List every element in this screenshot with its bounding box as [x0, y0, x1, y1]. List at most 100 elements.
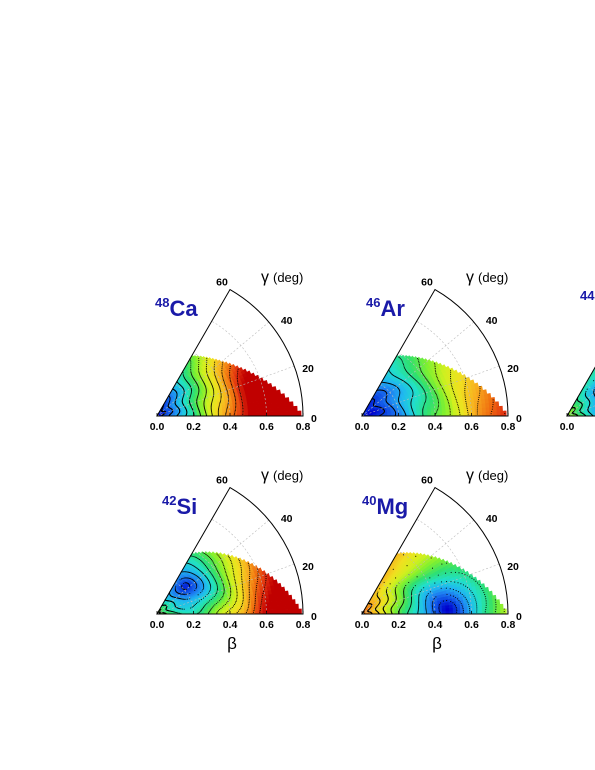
- contour-point: [427, 380, 429, 382]
- contour-point: [235, 404, 237, 406]
- contour-point: [422, 374, 424, 376]
- contour-point: [196, 397, 198, 399]
- contour-point: [229, 558, 231, 560]
- contour-point: [180, 578, 183, 580]
- contour-point: [242, 588, 244, 590]
- contour-point: [198, 359, 200, 362]
- contour-point: [256, 580, 258, 582]
- contour-point: [200, 560, 202, 562]
- surface-cell: [481, 605, 487, 611]
- nucleus-symbol: Ca: [169, 296, 198, 321]
- contour-point: [195, 557, 197, 559]
- contour-point: [220, 598, 222, 600]
- surface-cell: [255, 610, 260, 615]
- contour-point: [226, 576, 228, 578]
- surface-cell: [225, 361, 229, 365]
- contour-point: [218, 385, 220, 387]
- contour-point: [219, 389, 221, 391]
- contour-point: [203, 401, 205, 403]
- contour-point: [209, 609, 211, 611]
- contour-point: [248, 581, 250, 583]
- contour-point: [198, 390, 200, 392]
- gamma-tick-label: 40: [281, 513, 293, 525]
- contour-point: [247, 607, 249, 609]
- contour-point: [189, 395, 192, 397]
- contour-point: [492, 401, 494, 403]
- contour-point: [188, 563, 191, 565]
- contour-point: [207, 555, 209, 557]
- contour-point: [225, 612, 227, 614]
- contour-point: [212, 389, 214, 391]
- contour-point: [218, 406, 220, 408]
- contour-point: [235, 402, 237, 405]
- contour-point: [434, 367, 436, 370]
- contour-point: [225, 572, 227, 574]
- contour-point: [194, 603, 196, 605]
- contour-point: [437, 407, 439, 409]
- contour-point: [455, 398, 457, 400]
- surface-cell: [463, 610, 469, 615]
- contour-point: [419, 368, 421, 370]
- contour-point: [216, 589, 218, 591]
- contour-point: [218, 407, 220, 409]
- contour-point: [183, 608, 185, 610]
- contour-point: [432, 388, 434, 390]
- contour-point: [443, 390, 445, 392]
- surface-cell: [254, 606, 260, 611]
- contour-point: [211, 574, 213, 576]
- contour-point: [464, 391, 466, 393]
- contour-point: [254, 604, 256, 606]
- contour-point: [194, 589, 196, 591]
- contour-point: [205, 565, 207, 568]
- contour-point: [417, 359, 419, 361]
- contour-point: [423, 390, 425, 392]
- contour-point: [431, 386, 434, 389]
- contour-point: [425, 378, 427, 380]
- contour-point: [241, 575, 243, 577]
- contour-point: [209, 583, 211, 586]
- contour-point: [424, 402, 426, 404]
- contour-point: [213, 605, 215, 607]
- contour-point: [208, 579, 210, 582]
- contour-point: [429, 383, 431, 385]
- contour-point: [459, 412, 461, 414]
- contour-point: [227, 404, 229, 406]
- contour-point: [208, 591, 210, 593]
- contour-point: [229, 379, 231, 381]
- contour-point: [447, 400, 449, 402]
- contour-point: [191, 564, 193, 566]
- surface-cell: [500, 410, 505, 417]
- contour-point: [424, 400, 426, 402]
- contour-point: [174, 587, 176, 589]
- contour-point: [203, 552, 205, 554]
- contour-point: [449, 413, 451, 416]
- contour-point: [241, 577, 243, 579]
- nucleus-mass: 48: [155, 295, 169, 310]
- contour-point: [231, 386, 233, 388]
- contour-point: [212, 575, 214, 577]
- contour-point: [184, 598, 186, 600]
- contour-point: [256, 582, 258, 584]
- contour-point: [464, 393, 466, 395]
- contour-point: [453, 392, 455, 394]
- contour-point: [223, 605, 225, 607]
- contour-point: [236, 376, 238, 378]
- contour-point: [202, 562, 204, 564]
- surface-cell: [273, 605, 278, 611]
- contour-point: [217, 410, 219, 412]
- gamma-symbol: γ: [261, 269, 269, 286]
- contour-point: [214, 566, 216, 568]
- beta-tick-label: 0.6: [259, 421, 274, 433]
- contour-point: [466, 408, 468, 410]
- surface-cell: [265, 605, 271, 611]
- contour-point: [434, 390, 436, 392]
- contour-point: [238, 560, 240, 562]
- contour-point: [421, 371, 423, 374]
- contour-point: [262, 592, 264, 594]
- contour-point: [233, 414, 235, 416]
- contour-point: [194, 556, 196, 558]
- contour-point: [210, 381, 212, 383]
- surface-cell: [243, 368, 248, 374]
- contour-point: [248, 587, 250, 589]
- contour-point: [398, 356, 400, 358]
